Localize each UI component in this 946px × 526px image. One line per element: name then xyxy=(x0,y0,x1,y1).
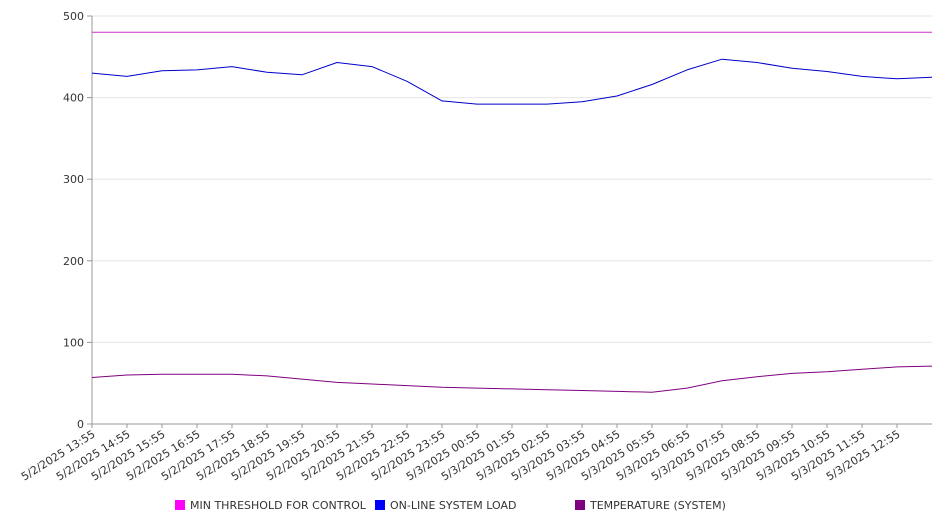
legend-item-temperature[interactable]: TEMPERATURE (SYSTEM) xyxy=(575,498,726,512)
y-tick-label: 100 xyxy=(63,336,84,349)
y-tick-label: 300 xyxy=(63,173,84,186)
y-tick-label: 500 xyxy=(63,10,84,23)
legend-label: ON-LINE SYSTEM LOAD xyxy=(390,498,517,512)
y-axis-ticks: 0 100 200 300 400 500 xyxy=(63,10,92,431)
y-tick-label: 200 xyxy=(63,255,84,268)
gridlines xyxy=(92,15,932,343)
legend-swatch xyxy=(175,500,185,510)
series-line-2 xyxy=(91,365,933,393)
legend-swatch xyxy=(375,500,385,510)
series-lines xyxy=(91,31,933,393)
legend-label: MIN THRESHOLD FOR CONTROL xyxy=(190,498,366,512)
axes xyxy=(91,16,932,425)
legend-item-min-threshold[interactable]: MIN THRESHOLD FOR CONTROL xyxy=(175,498,366,512)
legend-label: TEMPERATURE (SYSTEM) xyxy=(590,498,726,512)
legend-swatch xyxy=(575,500,585,510)
series-line-1 xyxy=(91,58,933,105)
y-tick-label: 400 xyxy=(63,92,84,105)
legend-item-online-system-load[interactable]: ON-LINE SYSTEM LOAD xyxy=(375,498,516,512)
y-tick-label: 0 xyxy=(77,418,84,431)
x-axis-ticks: 5/2/2025 13:555/2/2025 14:555/2/2025 15:… xyxy=(19,424,903,483)
